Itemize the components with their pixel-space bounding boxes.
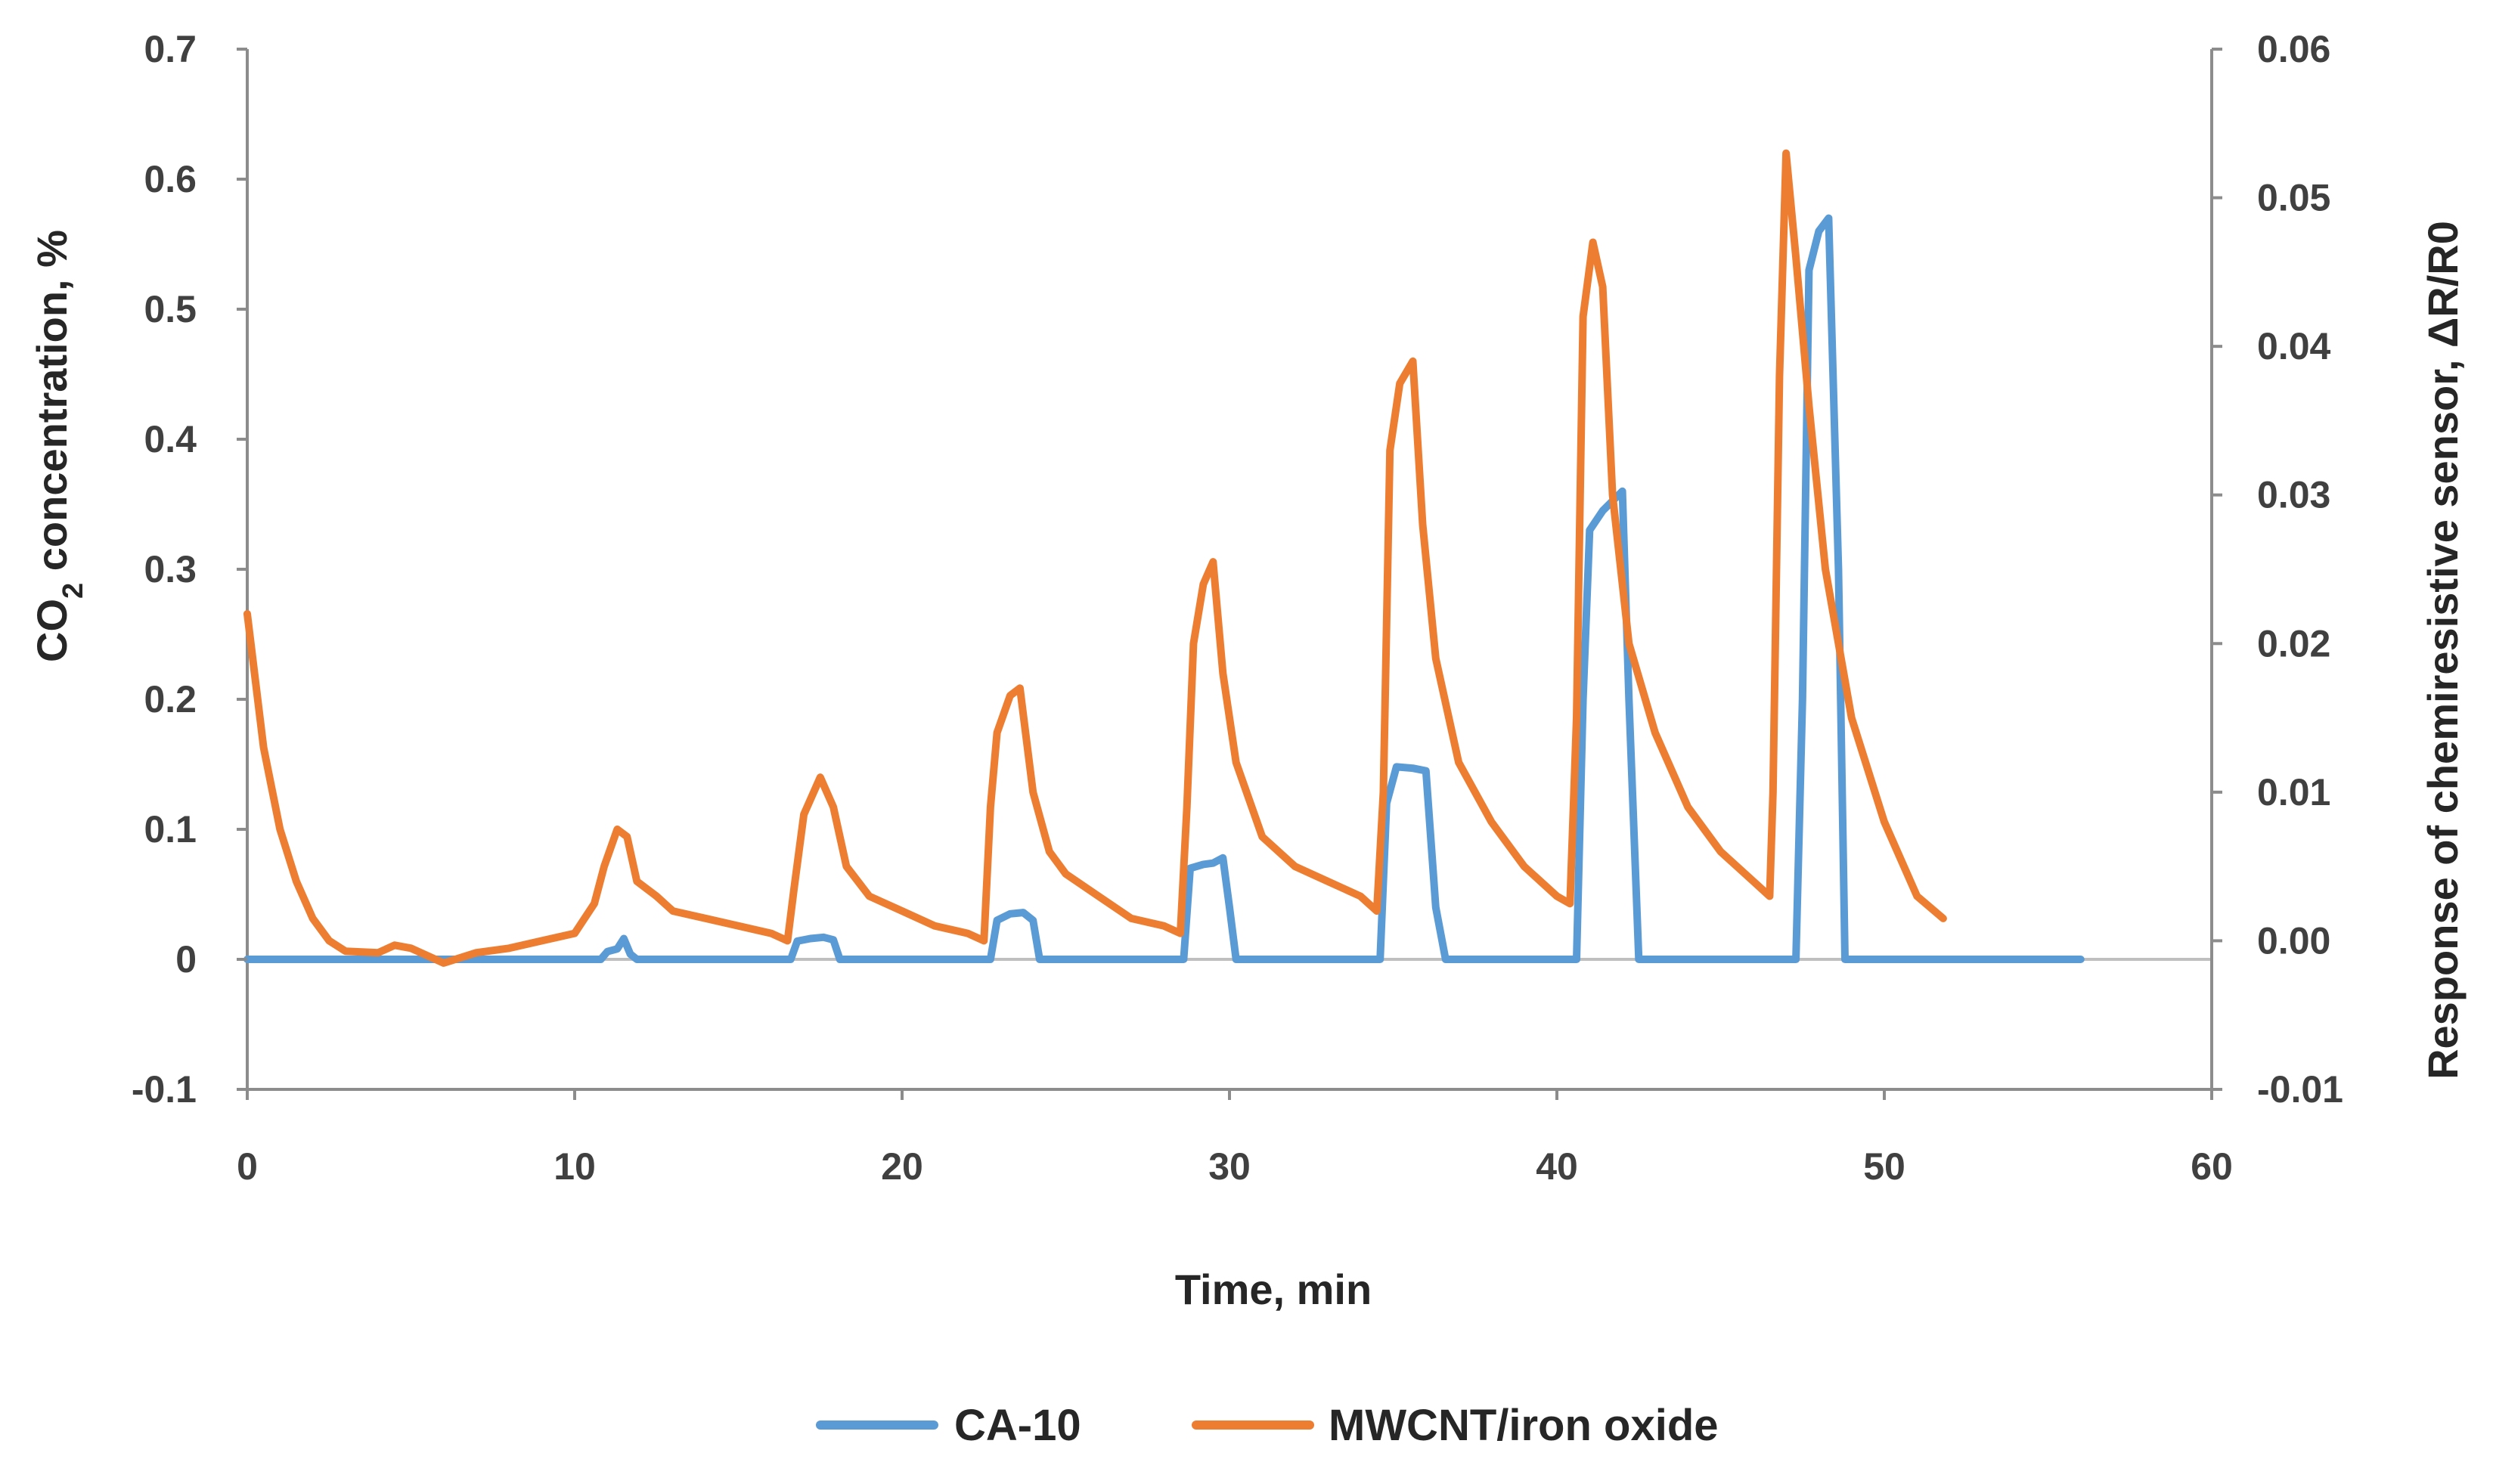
series-line-ca-10 — [243, 214, 2085, 963]
x-tick-label: 40 — [1536, 1145, 1578, 1188]
y-right-tick-label: -0.01 — [2257, 1068, 2343, 1111]
y-right-tick-label: 0.06 — [2257, 28, 2330, 70]
y-left-tick-label: 0.7 — [144, 28, 197, 70]
y-axis-left-title-subscript: 2 — [57, 583, 89, 599]
y-axis-right-title: Response of chemiresistive sensor, ΔR/R0 — [2419, 221, 2467, 1080]
x-tick-label: 60 — [2191, 1145, 2233, 1188]
y-left-tick-label: 0.2 — [144, 678, 197, 720]
series-line-mwcnt-iron-oxide — [243, 149, 1947, 967]
legend-label-mwcnt-iron-oxide: MWCNT/iron oxide — [1329, 1401, 1719, 1450]
y-right-tick-label: 0.03 — [2257, 474, 2330, 516]
y-right-tick-label: 0.01 — [2257, 771, 2330, 813]
ticks-layer: 0 10 20 30 40 50 60 -0.1 0 0.1 0.2 0.3 0.4 0.5 0.6 0.7 -… — [132, 28, 2343, 1188]
y-axis-left-title: CO2 concentration, % — [28, 230, 89, 662]
legend: CA-10 MWCNT/iron oxide — [816, 1401, 1719, 1450]
y-right-tick-label: 0.00 — [2257, 919, 2330, 962]
series-layer — [243, 149, 2085, 967]
y-left-tick-label: 0.3 — [144, 548, 197, 590]
y-right-tick-label: 0.02 — [2257, 622, 2330, 665]
y-right-tick-label: 0.04 — [2257, 325, 2331, 367]
x-tick-label: 20 — [881, 1145, 923, 1188]
y-right-tick-label: 0.05 — [2257, 177, 2330, 219]
x-tick-label: 0 — [237, 1145, 258, 1188]
y-left-tick-label: -0.1 — [132, 1068, 197, 1111]
y-left-tick-label: 0 — [175, 938, 197, 981]
y-left-tick-label: 0.1 — [144, 808, 197, 850]
y-left-tick-label: 0.4 — [144, 418, 197, 460]
x-tick-label: 30 — [1208, 1145, 1251, 1188]
y-left-tick-label: 0.6 — [144, 158, 197, 200]
x-tick-label: 10 — [553, 1145, 596, 1188]
y-left-tick-label: 0.5 — [144, 288, 197, 330]
legend-label-ca-10: CA-10 — [954, 1401, 1081, 1450]
x-tick-label: 50 — [1863, 1145, 1905, 1188]
x-axis-title: Time, min — [1175, 1266, 1372, 1313]
